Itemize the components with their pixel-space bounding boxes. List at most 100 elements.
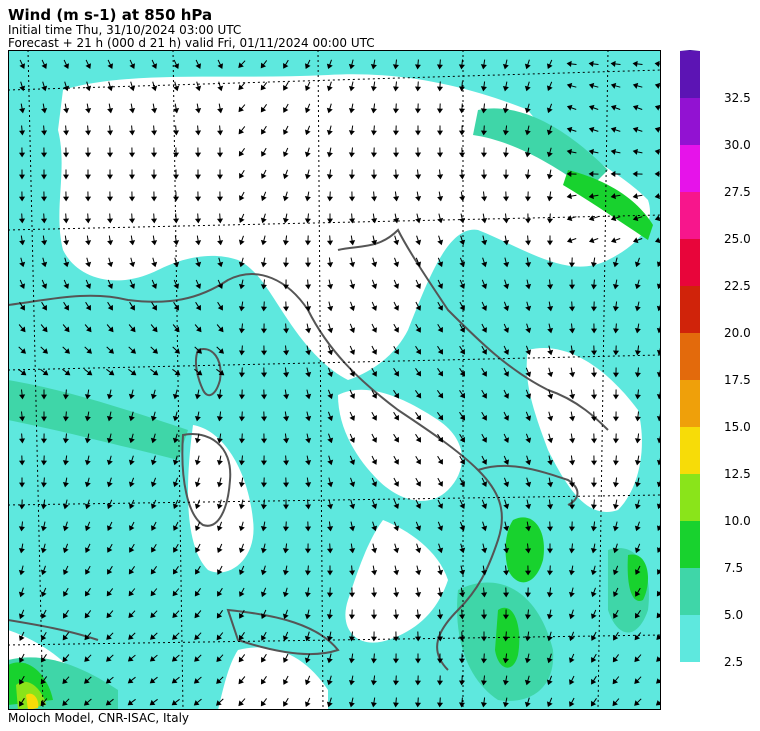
wind-arrow-head xyxy=(238,525,245,532)
wind-arrow-head xyxy=(349,371,356,377)
wind-arrow-head xyxy=(634,700,640,706)
wind-arrow-head xyxy=(63,174,69,180)
colorbar-swatch xyxy=(680,239,700,286)
wind-arrow-head xyxy=(171,677,178,684)
wind-arrow-head xyxy=(459,525,466,532)
wind-arrow-head xyxy=(85,261,92,268)
wind-arrow-head xyxy=(349,305,356,312)
wind-arrow-head xyxy=(634,678,640,684)
wind-arrow-head xyxy=(437,217,444,224)
wind-arrow-head xyxy=(85,283,92,289)
wind-arrow-head xyxy=(40,547,47,554)
wind-arrow-head xyxy=(238,128,245,135)
wind-arrow-head xyxy=(173,108,180,114)
wind-arrow-head xyxy=(610,60,616,67)
wind-arrow-head xyxy=(525,393,532,400)
wind-arrow-head xyxy=(196,326,202,333)
wind-arrow-head xyxy=(525,327,532,334)
wind-arrow-head xyxy=(588,148,594,155)
wind-arrow-head xyxy=(127,677,134,684)
wind-arrow-head xyxy=(326,636,333,642)
wind-arrow-head xyxy=(502,174,510,180)
wind-arrow-head xyxy=(525,548,532,554)
wind-arrow-head xyxy=(85,547,91,553)
wind-arrow-head xyxy=(371,239,378,246)
wind-arrow-head xyxy=(238,678,244,685)
wind-arrow-head xyxy=(327,371,334,378)
wind-arrow-head xyxy=(216,152,224,158)
wind-arrow-head xyxy=(546,570,554,576)
wind-arrow-head xyxy=(19,657,25,663)
wind-arrow-head xyxy=(569,372,576,378)
wind-arrow-head xyxy=(172,459,179,466)
wind-arrow-head xyxy=(610,237,617,244)
wind-arrow-head xyxy=(437,174,444,180)
wind-arrow-head xyxy=(634,372,641,378)
wind-arrow-head xyxy=(62,547,69,554)
wind-arrow-head xyxy=(437,481,443,487)
colorbar-tick-labels: 2.5 5.0 7.5 10.0 12.5 15.0 17.5 20.0 22.5 25.0 27.… xyxy=(724,91,751,668)
wind-arrow-head xyxy=(304,635,311,642)
wind-arrow-head xyxy=(40,525,47,532)
wind-arrow-head xyxy=(283,701,289,707)
wind-arrow-head xyxy=(151,240,158,246)
wind-arrow-head xyxy=(634,350,641,356)
wind-arrow-head xyxy=(283,504,289,510)
wind-arrow-head xyxy=(349,261,356,268)
wind-arrow-head xyxy=(502,130,509,136)
wind-arrow-head xyxy=(370,658,377,664)
wind-arrow-head xyxy=(459,503,466,509)
wind-arrow-head xyxy=(349,349,356,355)
wind-arrow-head xyxy=(415,658,421,664)
wind-arrow-head xyxy=(524,107,531,114)
wind-arrow-head xyxy=(612,284,619,290)
wind-arrow-head xyxy=(613,634,619,641)
wind-arrow-head xyxy=(370,614,378,620)
wind-arrow-head xyxy=(349,525,356,532)
wind-arrow-head xyxy=(84,656,90,662)
wind-arrow-head xyxy=(283,63,289,69)
wind-arrow-head xyxy=(260,284,267,290)
wind-arrow-head xyxy=(107,108,114,114)
wind-arrow-head xyxy=(85,63,92,69)
wind-arrow-head xyxy=(41,108,48,114)
wind-arrow-head xyxy=(437,239,444,246)
wind-arrow-head xyxy=(172,196,180,202)
wind-arrow-head xyxy=(371,570,378,576)
wind-map xyxy=(8,50,661,710)
wind-arrow-head xyxy=(304,679,311,686)
wind-arrow-head xyxy=(349,415,356,421)
wind-arrow-head xyxy=(635,591,641,597)
wind-arrow-head xyxy=(459,217,466,224)
wind-arrow-head xyxy=(415,436,422,443)
wind-arrow-head xyxy=(149,699,156,706)
wind-arrow-head xyxy=(172,503,179,509)
wind-arrow-head xyxy=(40,460,48,466)
wind-arrow-head xyxy=(174,369,181,376)
wind-arrow-head xyxy=(546,63,553,69)
wind-arrow-head xyxy=(305,415,312,422)
wind-arrow-head xyxy=(84,218,92,224)
wind-arrow-head xyxy=(458,680,466,686)
wind-arrow-head xyxy=(107,130,114,136)
wind-arrow-head xyxy=(84,394,91,400)
wind-arrow-head xyxy=(436,108,444,114)
wind-arrow-head xyxy=(458,658,466,664)
wind-arrow-head xyxy=(260,678,267,685)
wind-arrow-head xyxy=(481,459,487,465)
wind-arrow-head xyxy=(172,612,178,618)
wind-arrow-head xyxy=(502,108,509,114)
wind-arrow-head xyxy=(260,613,267,619)
wind-arrow-head xyxy=(260,84,267,91)
wind-arrow-head xyxy=(566,237,573,244)
wind-arrow-head xyxy=(40,656,47,663)
wind-arrow-head xyxy=(612,700,618,707)
wind-arrow-head xyxy=(41,85,48,92)
wind-arrow-head xyxy=(195,304,201,311)
wind-arrow-head xyxy=(85,304,91,311)
wind-arrow-head xyxy=(216,525,223,532)
wind-arrow-head xyxy=(196,348,202,354)
wind-arrow-head xyxy=(371,525,378,532)
wind-arrow-head xyxy=(305,393,312,400)
wind-arrow-head xyxy=(546,701,553,708)
